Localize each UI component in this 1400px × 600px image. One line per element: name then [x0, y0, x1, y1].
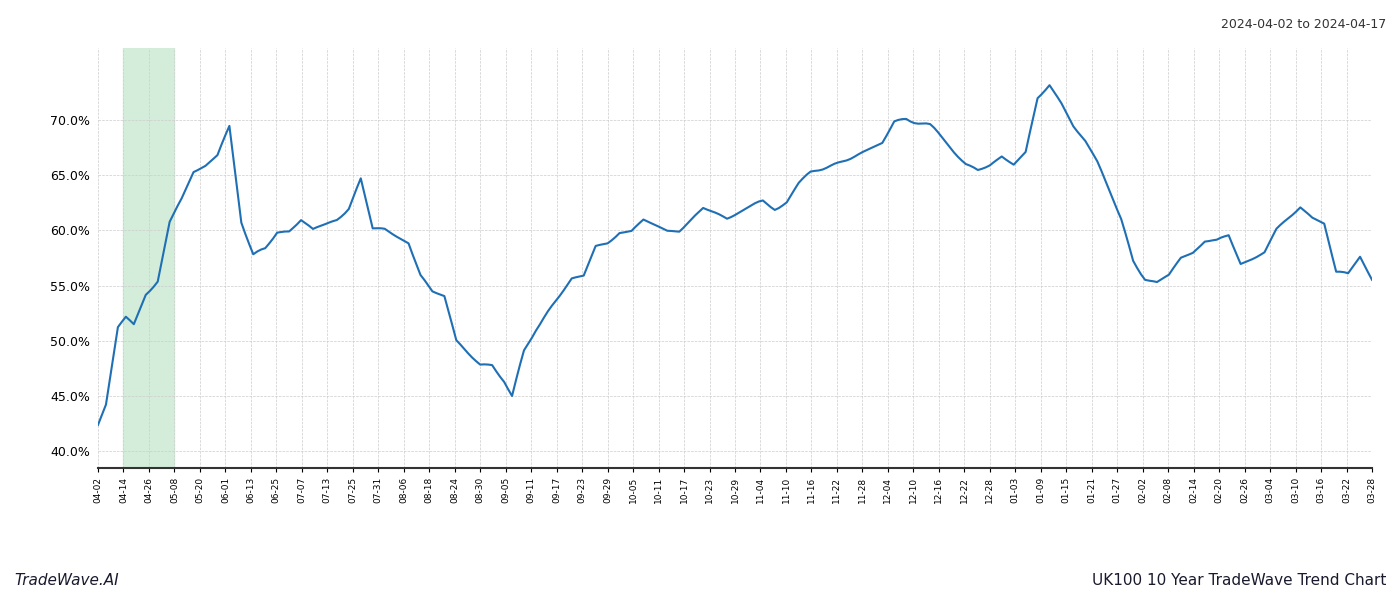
Text: UK100 10 Year TradeWave Trend Chart: UK100 10 Year TradeWave Trend Chart: [1092, 573, 1386, 588]
Bar: [123, 48, 175, 468]
Text: 2024-04-02 to 2024-04-17: 2024-04-02 to 2024-04-17: [1221, 18, 1386, 31]
Text: TradeWave.AI: TradeWave.AI: [14, 573, 119, 588]
